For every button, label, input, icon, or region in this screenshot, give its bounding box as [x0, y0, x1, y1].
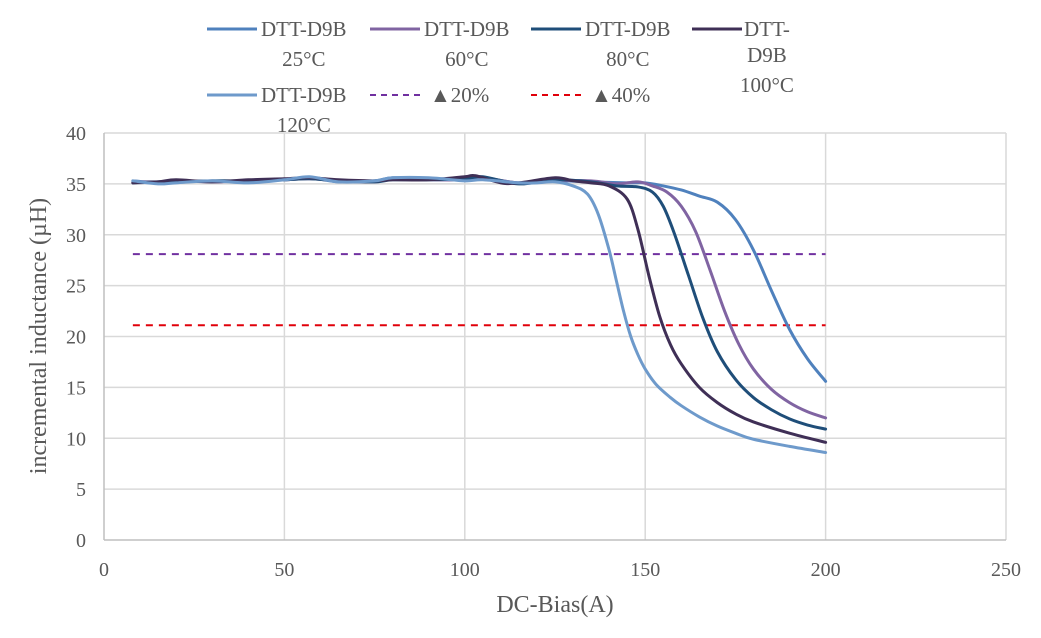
legend-label-line2: 100°C: [740, 73, 794, 97]
x-tick-label: 50: [274, 559, 294, 581]
y-axis-title: incremental inductance (µH): [26, 198, 52, 474]
gridlines: [104, 132, 1007, 540]
legend-item: ▲40%: [529, 82, 650, 108]
x-tick-label: 100: [450, 559, 480, 581]
y-tick-label: 20: [66, 327, 86, 349]
y-tick-label: 30: [66, 225, 86, 247]
legend-swatch: [205, 82, 257, 108]
legend-label: ▲20%: [430, 82, 489, 108]
legend-label: ▲40%: [591, 82, 650, 108]
axes: [103, 133, 1006, 541]
legend-item: DTT-D9B 25°C: [205, 16, 347, 72]
legend-label-line1: ▲20%: [430, 83, 490, 107]
legend-item: DTT-D9B 120°C: [205, 82, 347, 138]
legend-item: DTT-D9B 80°C: [529, 16, 671, 72]
legend-label-line2: 120°C: [276, 113, 331, 137]
x-tick-label: 200: [811, 559, 841, 581]
y-tick-label: 40: [66, 123, 86, 145]
x-axis-title: DC-Bias(A): [496, 592, 613, 618]
legend-swatch: [529, 82, 581, 108]
series-line-dtt-d9b-60-c: [131, 176, 828, 420]
legend-label-line2: 60°C: [445, 47, 489, 71]
legend-item: DTT-D9B 100°C: [690, 16, 800, 98]
y-tick-label: 15: [66, 377, 86, 399]
series-line-dtt-d9b-120-c: [131, 175, 828, 454]
legend-swatch: [205, 16, 257, 42]
legend-label-line1: DTT-D9B: [744, 17, 790, 67]
legend-item: ▲20%: [368, 82, 489, 108]
y-tick-label: 10: [66, 428, 86, 450]
legend-label-line1: DTT-D9B: [261, 17, 347, 41]
x-tick-labels: 0 50 100 150 200 250: [99, 559, 1021, 581]
y-tick-label: 25: [66, 276, 86, 298]
series-lines: [131, 173, 828, 454]
legend-label: DTT-D9B 60°C: [424, 16, 510, 72]
x-tick-label: 250: [991, 559, 1021, 581]
legend-swatch: [529, 16, 581, 42]
legend-label: DTT-D9B 25°C: [261, 16, 347, 72]
legend-label-line2: 25°C: [282, 47, 326, 71]
legend-label-line1: DTT-D9B: [424, 17, 510, 41]
series-line-dtt-d9b-25-c: [131, 176, 828, 383]
legend-label-line1: DTT-D9B: [585, 17, 671, 41]
legend-swatch: [690, 16, 742, 42]
legend-label-line1: DTT-D9B: [261, 83, 347, 107]
x-tick-label: 150: [630, 559, 660, 581]
y-tick-label: 5: [76, 479, 86, 501]
legend-swatch: [368, 82, 420, 108]
y-tick-label: 0: [76, 530, 86, 552]
series-line-dtt-d9b-100-c: [131, 173, 828, 444]
legend-swatch: [368, 16, 420, 42]
y-tick-label: 35: [66, 174, 86, 196]
legend-item: DTT-D9B 60°C: [368, 16, 510, 72]
legend-label: DTT-D9B 100°C: [734, 16, 800, 98]
legend-label: DTT-D9B 80°C: [585, 16, 671, 72]
legend-label: DTT-D9B 120°C: [261, 82, 347, 138]
legend-label-line2: 80°C: [606, 47, 650, 71]
y-tick-labels: 0 5 10 15 20 25 30 35 40: [66, 123, 86, 552]
x-tick-label: 0: [99, 559, 109, 581]
legend-label-line1: ▲40%: [591, 83, 651, 107]
